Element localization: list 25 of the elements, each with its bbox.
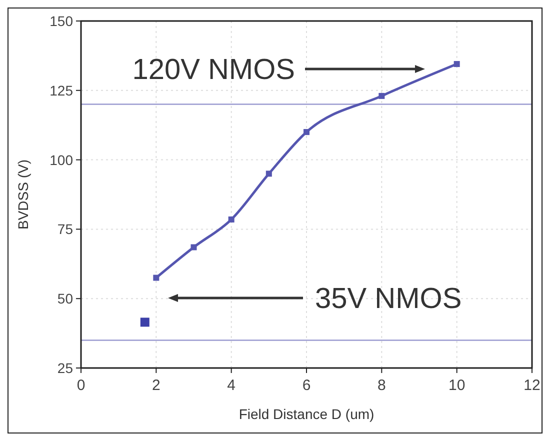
- point: [454, 61, 460, 68]
- y-axis-title: BVDSS (V): [15, 159, 31, 230]
- y-tick-label: 100: [50, 152, 74, 168]
- annotation: 35V NMOS: [315, 283, 462, 315]
- point: [266, 170, 272, 177]
- point: [190, 244, 197, 250]
- y-tick-label: 50: [57, 290, 74, 307]
- x-tick-label: 2: [152, 377, 160, 394]
- annotation: 120V NMOS: [132, 54, 295, 86]
- y-tick-label: 25: [57, 360, 74, 376]
- y-tick-label: 75: [57, 221, 74, 238]
- point: [304, 129, 310, 136]
- x-tick-label: 0: [76, 377, 86, 394]
- point: [153, 274, 160, 281]
- x-tick-label: 12: [524, 377, 540, 394]
- y-tick-label: 125: [50, 82, 74, 98]
- point: [228, 216, 234, 222]
- x-tick-label: 10: [448, 377, 466, 394]
- point: [140, 318, 150, 327]
- x-tick-label: 4: [227, 377, 236, 394]
- y-tick-label: 150: [50, 13, 74, 29]
- x-tick-label: 6: [302, 377, 311, 394]
- x-axis-title: Field Distance D (um): [238, 406, 374, 422]
- x-tick-label: 8: [377, 377, 386, 394]
- point: [378, 92, 385, 99]
